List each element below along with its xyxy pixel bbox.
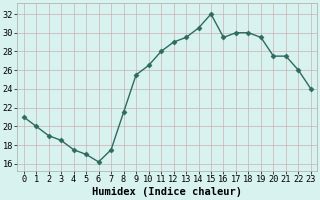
X-axis label: Humidex (Indice chaleur): Humidex (Indice chaleur) — [92, 187, 242, 197]
